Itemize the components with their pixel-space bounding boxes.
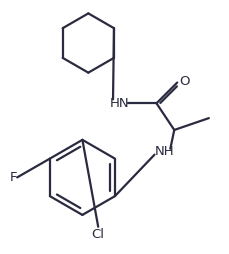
Text: NH: NH: [154, 145, 173, 158]
Text: Cl: Cl: [91, 228, 104, 241]
Text: O: O: [178, 75, 188, 88]
Text: HN: HN: [110, 97, 129, 110]
Text: F: F: [9, 171, 17, 184]
